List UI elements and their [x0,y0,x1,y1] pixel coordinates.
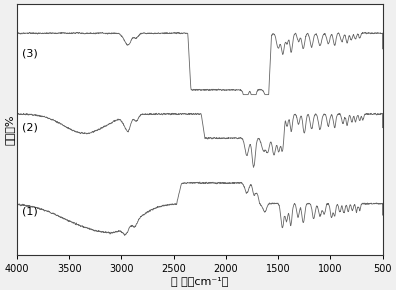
Y-axis label: 透过率%: 透过率% [4,115,14,145]
Text: (1): (1) [22,206,38,216]
Text: (3): (3) [22,48,38,58]
X-axis label: 波 长（cm⁻¹）: 波 长（cm⁻¹） [171,276,228,286]
Text: (2): (2) [22,122,38,132]
